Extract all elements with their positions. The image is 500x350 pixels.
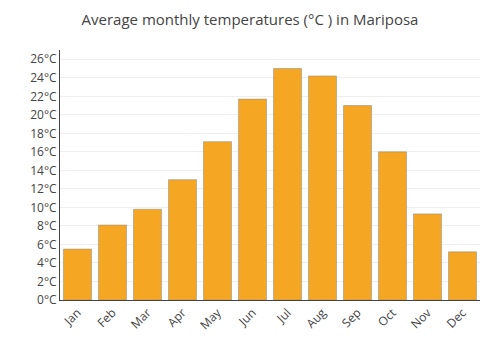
svg-text:26°C: 26°C	[30, 50, 57, 67]
svg-text:Nov: Nov	[407, 304, 435, 332]
svg-text:22°C: 22°C	[30, 88, 57, 105]
svg-text:18°C: 18°C	[30, 125, 57, 142]
svg-text:Sep: Sep	[338, 304, 365, 331]
svg-text:6°C: 6°C	[37, 236, 57, 253]
svg-text:20°C: 20°C	[30, 106, 57, 123]
svg-text:14°C: 14°C	[30, 162, 57, 179]
svg-text:Dec: Dec	[443, 304, 470, 331]
svg-text:0°C: 0°C	[37, 291, 57, 308]
svg-text:24°C: 24°C	[30, 69, 57, 86]
svg-text:10°C: 10°C	[30, 199, 57, 216]
svg-text:Jan: Jan	[60, 304, 85, 329]
svg-text:2°C: 2°C	[37, 273, 57, 290]
svg-text:8°C: 8°C	[37, 217, 57, 234]
svg-text:16°C: 16°C	[30, 143, 57, 160]
svg-text:May: May	[196, 304, 225, 333]
svg-text:Apr: Apr	[164, 304, 190, 330]
svg-text:Jun: Jun	[234, 304, 259, 329]
svg-text:Jul: Jul	[272, 304, 294, 326]
svg-text:Feb: Feb	[93, 304, 119, 330]
svg-text:Mar: Mar	[127, 304, 155, 332]
svg-text:12°C: 12°C	[30, 180, 57, 197]
svg-text:Oct: Oct	[374, 304, 400, 330]
svg-text:4°C: 4°C	[37, 254, 57, 271]
svg-text:Average monthly temperatures (: Average monthly temperatures (°C ) in Ma…	[82, 9, 419, 29]
svg-text:Aug: Aug	[302, 304, 330, 332]
